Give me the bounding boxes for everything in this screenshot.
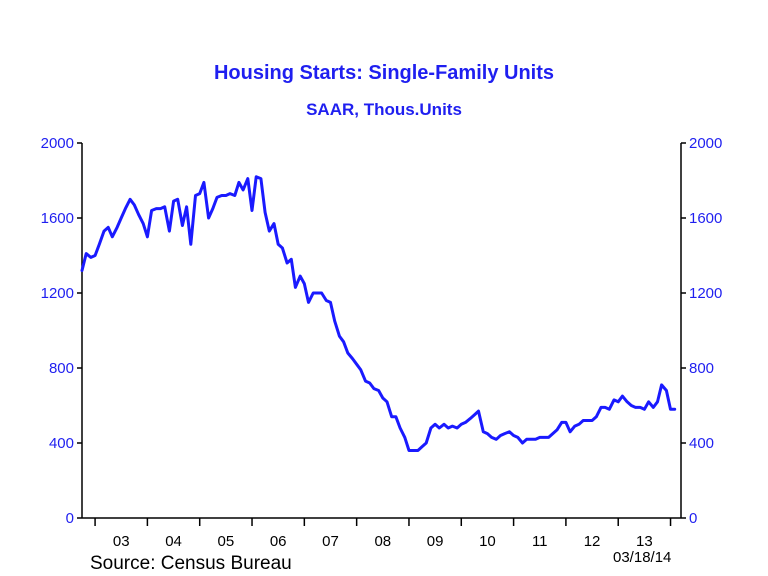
x-tick-label: 08 <box>374 533 391 550</box>
x-tick-label: 11 <box>532 533 548 550</box>
y-tick-label-right: 800 <box>689 360 714 377</box>
x-tick-label: 06 <box>270 533 287 550</box>
x-tick-label: 09 <box>427 533 444 550</box>
y-tick-label-left: 0 <box>66 510 74 527</box>
x-tick-label: 05 <box>218 533 235 550</box>
y-tick-label-right: 2000 <box>689 135 722 152</box>
y-tick-label-left: 400 <box>49 435 74 452</box>
y-tick-label-left: 2000 <box>41 135 74 152</box>
x-tick-label: 12 <box>584 533 601 550</box>
y-tick-label-right: 0 <box>689 510 697 527</box>
x-tick-label: 03 <box>113 533 130 550</box>
y-tick-label-left: 1200 <box>41 285 74 302</box>
x-tick-label: 10 <box>479 533 496 550</box>
y-tick-label-right: 1600 <box>689 210 722 227</box>
axes-layer: 0 0 400 400 800 800 1200 1200 1600 1600 2000 2000 03… <box>41 135 723 550</box>
y-tick-label-right: 1200 <box>689 285 722 302</box>
source-note: Source: Census Bureau <box>90 553 292 574</box>
y-tick-label-right: 400 <box>689 435 714 452</box>
x-tick-label: 13 <box>636 533 653 550</box>
y-tick-label-left: 1600 <box>41 210 74 227</box>
date-stamp: 03/18/14 <box>613 549 672 566</box>
x-tick-label: 07 <box>322 533 339 550</box>
chart-title: Housing Starts: Single-Family Units <box>213 62 555 84</box>
series-line <box>80 175 677 452</box>
series-layer <box>80 175 677 452</box>
chart-subtitle: SAAR, Thous.Units <box>306 100 462 119</box>
y-tick-label-left: 800 <box>49 360 74 377</box>
x-tick-label: 04 <box>165 533 182 550</box>
